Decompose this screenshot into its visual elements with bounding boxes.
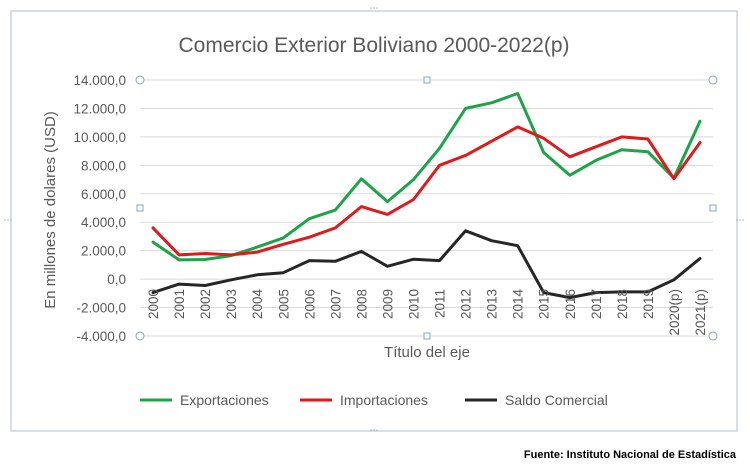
source-note: Fuente: Instituto Nacional de Estadístic… [523,449,736,461]
legend-label: Saldo Comercial [505,392,608,408]
x-tick-label: 2002 [198,289,213,319]
series-line-importaciones [151,125,702,257]
resize-handle-corner[interactable] [135,75,145,85]
y-tick-label: 14.000,0 [73,73,126,88]
x-tick-label: 2009 [380,289,395,319]
y-tick-label: 8.000,0 [81,158,126,173]
x-tick-label: 2010 [407,289,422,319]
resize-handle-corner[interactable] [135,331,145,341]
x-tick-label: 2000 [146,289,161,319]
y-tick-label: 2.000,0 [81,244,126,259]
frame-grip-icon[interactable]: ⋯ [370,425,379,435]
x-tick-label: 2017 [589,289,604,319]
resize-handle-side[interactable] [423,332,431,340]
x-tick-label: 2011 [433,289,448,318]
y-tick-label: 0,0 [107,272,126,287]
y-tick-label: -2.000,0 [76,301,126,316]
legend-label: Exportaciones [180,392,269,408]
x-tick-label: 2008 [354,289,369,319]
x-tick-label: 2007 [328,289,343,319]
legend-label: Importaciones [340,392,428,408]
x-axis-ticks: 2000 2001 2002 2003 2004 2005 2006 2007 2008 2009… [146,289,708,336]
y-axis-ticks: -4.000,0 -2.000,0 0,0 2.000,0 4.000,0 6.000,0… [73,73,126,344]
x-tick-label: 2016 [563,289,578,319]
y-tick-label: 10.000,0 [73,130,126,145]
x-tick-label: 2014 [511,289,526,320]
x-tick-label: 2018 [615,289,630,319]
x-tick-label: 2021(p) [693,289,708,336]
x-tick-label: 2015 [537,289,552,319]
chart-border [10,10,738,432]
y-tick-label: 12.000,0 [73,101,126,116]
x-tick-label: 2003 [224,289,239,319]
legend: Exportaciones Importaciones Saldo Comercia… [140,392,608,408]
y-tick-label: -4.000,0 [76,329,126,344]
resize-handle-side[interactable] [709,204,717,212]
selection-handles[interactable]: ⋯ ⋯ ⋯ ⋯ [4,3,745,435]
y-axis-label: En millones de dolares (USD) [42,111,59,309]
chart-title: Comercio Exterior Boliviano 2000-2022(p) [178,34,569,57]
x-axis-label: Título del eje [384,344,470,361]
x-tick-label: 2013 [485,289,500,319]
x-tick-label: 2005 [276,289,291,319]
resize-handle-side[interactable] [136,204,144,212]
frame-grip-icon[interactable]: ⋯ [4,215,13,225]
x-tick-label: 2012 [459,289,474,319]
series-line-saldo-comercial [151,229,702,300]
x-tick-label: 2004 [250,289,265,320]
chart-frame: Comercio Exterior Boliviano 2000-2022(p)… [4,3,745,435]
resize-handle-side[interactable] [423,76,431,84]
series-line-exportaciones [151,92,702,262]
x-tick-label: 2006 [302,289,317,319]
series-lines [151,92,702,300]
x-tick-label: 2019 [641,289,656,319]
y-tick-label: 6.000,0 [81,187,126,202]
frame-grip-icon[interactable]: ⋯ [736,215,745,225]
y-tick-label: 4.000,0 [81,215,126,230]
x-tick-label: 2020(p) [667,289,682,336]
x-tick-label: 2001 [172,289,187,319]
frame-grip-icon[interactable]: ⋯ [370,3,379,13]
resize-handle-corner[interactable] [708,75,718,85]
resize-handle-corner[interactable] [708,331,718,341]
